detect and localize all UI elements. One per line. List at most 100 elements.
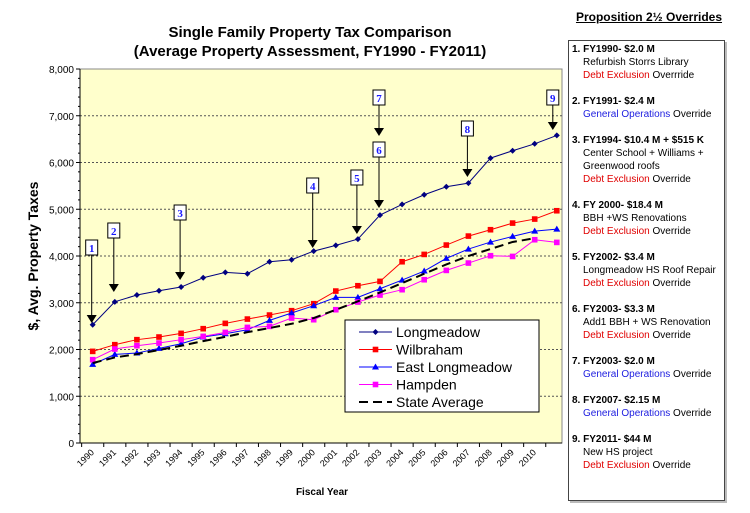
x-tick-label: 1993 — [141, 447, 162, 468]
x-tick-label: 2009 — [495, 447, 516, 468]
data-point-longmeadow — [332, 242, 339, 249]
data-point-longmeadow — [377, 212, 383, 219]
data-point-longmeadow — [399, 201, 406, 208]
annotation-box — [107, 222, 121, 239]
data-point-wilbraham — [421, 251, 427, 258]
override-type-label: Debt Exclusion — [583, 330, 650, 341]
data-point-longmeadow — [553, 132, 560, 139]
override-type: Debt Exclusion Override — [572, 225, 724, 238]
override-type: Debt Exclusion Override — [572, 329, 724, 342]
override-description: Refurbish Storrs Library — [583, 57, 689, 68]
override-type-label: General Operations — [583, 109, 671, 120]
annotation-box — [306, 177, 320, 194]
override-item: 6. FY2003- $3.3 M Add1 BBH + WS Renovatio… — [572, 303, 724, 342]
data-point-longmeadow — [421, 191, 428, 198]
arrowhead-icon — [374, 200, 384, 208]
data-point-wilbraham — [443, 242, 450, 248]
override-heading: 5. FY2002- $3.4 M — [572, 252, 655, 263]
property-tax-chart: Single Family Property Tax Comparison (Av… — [25, 24, 563, 498]
data-point-east-longmeadow — [354, 293, 362, 300]
data-point-hampden — [112, 346, 118, 352]
data-point-wilbraham — [244, 316, 251, 322]
override-suffix: Override — [649, 226, 691, 237]
series-line-longmeadow — [92, 134, 557, 326]
data-point-hampden — [465, 260, 472, 266]
arrowhead-icon — [175, 272, 186, 280]
override-description: Greenwood roofs — [583, 161, 660, 172]
override-description: New HS project — [583, 447, 653, 458]
override-heading: 8. FY2007- $2.15 M — [572, 395, 661, 406]
data-point-wilbraham — [377, 278, 383, 285]
annotation-label: 1 — [89, 243, 95, 255]
data-point-wilbraham — [487, 226, 494, 233]
override-type: Debt Exclusion Override — [572, 459, 724, 472]
series-line-east-longmeadow — [92, 228, 557, 365]
data-point-wilbraham — [554, 207, 560, 214]
data-point-longmeadow — [133, 292, 140, 299]
override-type: Debt Exclusion Override — [572, 173, 724, 186]
override-type: General Operations Override — [572, 368, 724, 381]
data-point-longmeadow — [89, 321, 96, 328]
data-point-hampden — [509, 253, 516, 260]
data-point-wilbraham — [399, 258, 405, 265]
data-point-east-longmeadow — [89, 360, 97, 367]
x-tick-label: 2003 — [362, 447, 383, 468]
y-axis-title: $, Avg. Property Taxes — [25, 181, 41, 330]
data-point-hampden — [266, 323, 273, 330]
x-tick-label: 2010 — [517, 447, 538, 468]
x-tick-label: 2006 — [428, 447, 449, 468]
x-tick-label: 1999 — [274, 447, 295, 468]
annotation-box — [350, 169, 364, 186]
data-point-wilbraham — [465, 233, 472, 239]
data-point-hampden — [89, 356, 96, 363]
legend-marker-wilbraham — [372, 346, 379, 353]
override-type: General Operations Override — [572, 108, 724, 121]
data-point-wilbraham — [112, 341, 118, 348]
data-point-east-longmeadow — [487, 238, 494, 245]
annotation-label: 4 — [310, 181, 316, 193]
data-point-hampden — [554, 239, 560, 246]
data-point-hampden — [399, 286, 405, 293]
override-type-label: General Operations — [583, 408, 671, 419]
override-type: Debt Exclusion Override — [572, 277, 724, 290]
x-tick-label: 2004 — [384, 447, 405, 468]
chart-subtitle: (Average Property Assessment, FY1990 - F… — [134, 43, 486, 60]
x-axis-title: Fiscal Year — [296, 487, 348, 498]
data-point-hampden — [200, 333, 206, 340]
legend-label: East Longmeadow — [396, 359, 513, 375]
data-point-wilbraham — [509, 220, 516, 226]
override-type-label: General Operations — [583, 369, 671, 380]
data-point-longmeadow — [531, 140, 538, 147]
data-point-east-longmeadow — [310, 302, 318, 309]
arrowhead-icon — [374, 128, 384, 136]
override-heading: 6. FY2003- $3.3 M — [572, 304, 655, 315]
data-point-hampden — [531, 236, 538, 243]
annotation-label: 8 — [465, 124, 471, 136]
data-point-longmeadow — [200, 274, 207, 281]
legend-label: State Average — [396, 394, 484, 410]
x-tick-label: 1996 — [207, 447, 228, 468]
x-tick-label: 1990 — [75, 447, 96, 468]
annotation-label: 6 — [376, 145, 382, 157]
annotation-box — [173, 204, 187, 221]
data-point-east-longmeadow — [111, 350, 119, 357]
data-point-hampden — [377, 292, 383, 298]
annotation-label: 7 — [376, 93, 382, 105]
data-point-longmeadow — [443, 183, 450, 190]
override-description: Add1 BBH + WS Renovation — [583, 317, 711, 328]
annotation-box — [85, 239, 99, 256]
overrides-panel: 1. FY1990- $2.0 M Refurbish Storrs Librar… — [568, 40, 725, 501]
data-point-hampden — [443, 267, 450, 274]
legend-label: Hampden — [396, 377, 457, 393]
data-point-hampden — [156, 340, 162, 346]
y-tick-label: 6,000 — [49, 159, 74, 170]
series-line-hampden — [92, 239, 557, 361]
data-point-wilbraham — [222, 320, 229, 327]
y-tick-label: 7,000 — [49, 112, 74, 123]
data-point-longmeadow — [354, 236, 361, 243]
data-point-longmeadow — [222, 269, 229, 276]
override-item: 8. FY2007- $2.15 M General Operations Ove… — [572, 394, 724, 420]
override-item: 4. FY 2000- $18.4 M BBH +WS Renovations De… — [572, 199, 724, 238]
data-point-wilbraham — [355, 282, 361, 289]
data-point-east-longmeadow — [464, 245, 472, 252]
